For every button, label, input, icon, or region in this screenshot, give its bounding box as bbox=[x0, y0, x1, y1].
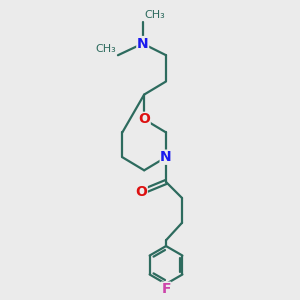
Text: O: O bbox=[135, 185, 147, 199]
Text: F: F bbox=[161, 282, 171, 296]
Text: N: N bbox=[137, 37, 148, 51]
Text: N: N bbox=[160, 150, 172, 164]
Text: O: O bbox=[138, 112, 150, 126]
Text: CH₃: CH₃ bbox=[96, 44, 116, 54]
Text: CH₃: CH₃ bbox=[144, 10, 165, 20]
